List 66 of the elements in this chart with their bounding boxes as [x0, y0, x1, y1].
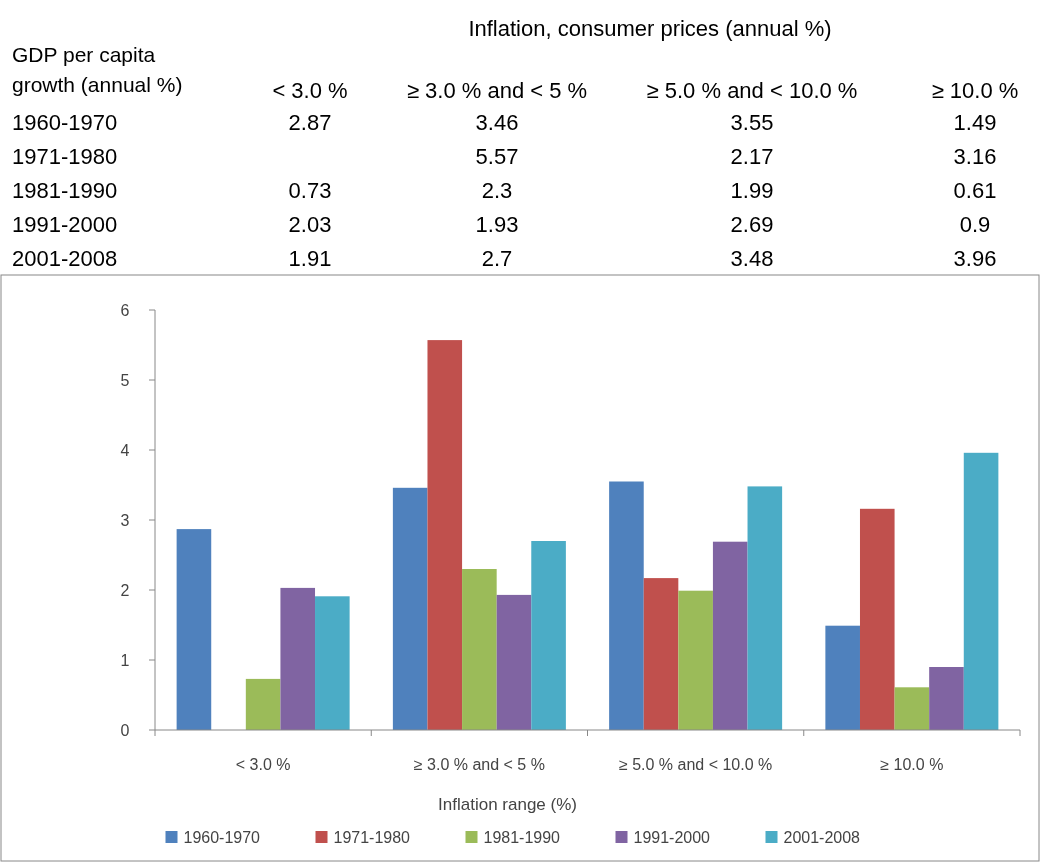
chart-title: Inflation, consumer prices (annual %): [468, 16, 832, 41]
data-label: 1.99: [730, 178, 774, 203]
data-label: 1.91: [288, 246, 332, 271]
bar: [678, 590, 713, 730]
data-label: 2.7: [481, 246, 513, 271]
data-label: 0.61: [953, 178, 997, 203]
y-tick-label: 5: [120, 372, 130, 389]
bar: [245, 678, 281, 730]
category-label: < 3.0 %: [272, 78, 348, 103]
y-tick-label: 0: [120, 722, 130, 739]
bar: [496, 594, 532, 730]
legend-label: 1991-2000: [633, 829, 711, 846]
x-tick-label: ≥ 3.0 % and < 5 %: [413, 756, 545, 773]
data-label: 3.55: [730, 110, 774, 135]
text: 1981-1990: [12, 178, 118, 203]
data-label: 3.46: [475, 110, 519, 135]
data-label: 2.17: [730, 144, 774, 169]
category-label: ≥ 10.0 %: [931, 78, 1019, 103]
data-label: 3.48: [730, 246, 774, 271]
data-label: 2.87: [288, 110, 332, 135]
text: GDP per capita growth (annual %): [12, 43, 183, 96]
category-label: ≥ 5.0 % and < 10.0 %: [646, 78, 858, 103]
bar: [176, 529, 212, 730]
bar: [894, 687, 930, 730]
data-label: 3.96: [953, 246, 997, 271]
x-tick-label: ≥ 10.0 %: [880, 756, 944, 773]
bar: [643, 578, 679, 730]
y-tick-label: 2: [120, 582, 130, 599]
category-label: ≥ 3.0 % and < 5 %: [406, 78, 588, 103]
data-label: 1.49: [953, 110, 997, 135]
y-tick-label: 3: [120, 512, 130, 529]
legend-label: 1960-1970: [183, 829, 261, 846]
bar: [315, 596, 350, 730]
bar: [963, 452, 999, 730]
bar: [929, 667, 964, 730]
text: 1960-1970: [12, 110, 118, 135]
data-label: 1.93: [475, 212, 519, 237]
bar: [747, 486, 783, 730]
y-tick-label: 4: [120, 442, 130, 459]
x-tick-label: < 3.0 %: [235, 756, 291, 773]
text: 1971-1980: [12, 144, 118, 169]
bar: [462, 569, 497, 730]
x-axis-title: Inflation range (%): [438, 795, 577, 814]
bar: [531, 541, 566, 730]
data-label: 2.3: [481, 178, 513, 203]
y-tick-label: 6: [120, 302, 130, 319]
x-tick-label: ≥ 5.0 % and < 10.0 %: [618, 756, 773, 773]
bar: [825, 625, 860, 730]
data-label: 2.69: [730, 212, 774, 237]
data-label: 3.16: [953, 144, 997, 169]
data-label: 0.9: [959, 212, 991, 237]
legend-label: 1971-1980: [333, 829, 411, 846]
text: 1991-2000: [12, 212, 118, 237]
legend-label: 1981-1990: [483, 829, 561, 846]
text: 2001-2008: [12, 246, 118, 271]
data-label: 0.73: [288, 178, 332, 203]
bar: [859, 508, 895, 730]
bar: [427, 340, 463, 730]
y-tick-label: 1: [120, 652, 130, 669]
bar: [280, 587, 316, 730]
bar: [392, 487, 428, 730]
data-label: 2.03: [288, 212, 332, 237]
bar: [609, 481, 644, 730]
bar: [712, 541, 748, 730]
legend-label: 2001-2008: [783, 829, 861, 846]
data-label: 5.57: [475, 144, 519, 169]
